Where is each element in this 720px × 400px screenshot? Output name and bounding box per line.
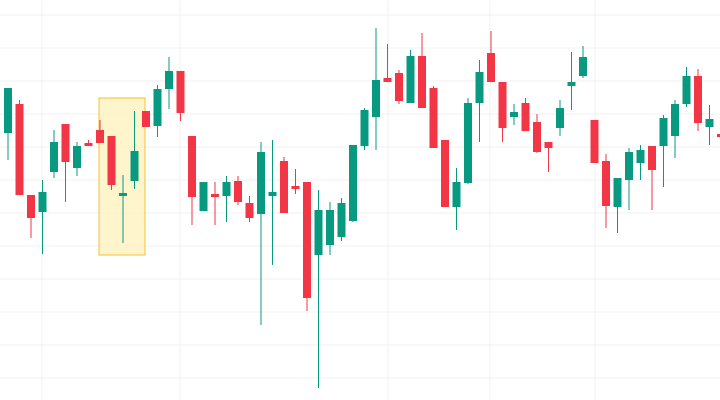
candle-body bbox=[153, 89, 162, 126]
candle-body bbox=[73, 146, 81, 168]
candle-body bbox=[96, 130, 104, 143]
candle-body bbox=[280, 161, 288, 213]
candle-body bbox=[176, 71, 185, 113]
candle-body bbox=[510, 112, 518, 117]
candle-body bbox=[234, 181, 242, 202]
candle-body bbox=[360, 110, 369, 146]
candle-body bbox=[452, 182, 461, 207]
candle-body bbox=[337, 203, 346, 237]
candle-body bbox=[15, 104, 24, 195]
candle-body bbox=[717, 134, 720, 137]
candle-body bbox=[107, 136, 116, 185]
candle-body bbox=[705, 119, 714, 127]
candle-body bbox=[303, 182, 311, 298]
candle-body bbox=[694, 76, 702, 123]
candle-body bbox=[372, 80, 380, 117]
candle-body bbox=[602, 161, 610, 206]
candle-body bbox=[291, 186, 300, 189]
candle-body bbox=[61, 124, 70, 162]
candle-body bbox=[314, 210, 323, 255]
candle-body bbox=[27, 195, 35, 218]
candle-body bbox=[475, 72, 484, 103]
candles bbox=[4, 28, 720, 388]
candle-body bbox=[130, 151, 139, 181]
candle-body bbox=[268, 192, 277, 196]
candle-body bbox=[188, 136, 196, 197]
candle-body bbox=[441, 140, 449, 207]
candle-body bbox=[579, 57, 587, 76]
candle-body bbox=[671, 104, 679, 136]
candle-body bbox=[142, 111, 150, 127]
candle-body bbox=[211, 194, 219, 197]
candle-body bbox=[165, 71, 173, 89]
candle-body bbox=[682, 76, 691, 104]
candle-body bbox=[199, 182, 208, 211]
candle-body bbox=[349, 145, 357, 221]
candle-body bbox=[38, 192, 47, 212]
candle-body bbox=[222, 182, 231, 196]
candle-body bbox=[533, 122, 541, 152]
candle-body bbox=[245, 203, 254, 218]
candle-body bbox=[498, 82, 507, 128]
candle-body bbox=[659, 118, 668, 146]
candle-body bbox=[464, 103, 472, 183]
candle-body bbox=[613, 178, 622, 207]
candle-body bbox=[84, 143, 93, 146]
candle-body bbox=[406, 56, 415, 103]
candle-body bbox=[636, 150, 645, 163]
candle-body bbox=[567, 82, 576, 86]
candle-body bbox=[326, 210, 334, 245]
candle-body bbox=[625, 152, 633, 180]
candle-body bbox=[544, 142, 553, 148]
candle-body bbox=[50, 142, 58, 172]
candle-body bbox=[119, 193, 127, 196]
candle-body bbox=[418, 56, 426, 108]
candle-body bbox=[590, 120, 599, 163]
candle-body bbox=[556, 108, 564, 128]
candle-body bbox=[521, 103, 530, 131]
candle-body bbox=[4, 88, 12, 133]
candle-body bbox=[429, 88, 438, 148]
candle-body bbox=[648, 146, 656, 170]
candle-body bbox=[487, 53, 495, 82]
candle-body bbox=[257, 152, 265, 214]
candle-body bbox=[383, 78, 392, 82]
candle-body bbox=[395, 73, 403, 101]
